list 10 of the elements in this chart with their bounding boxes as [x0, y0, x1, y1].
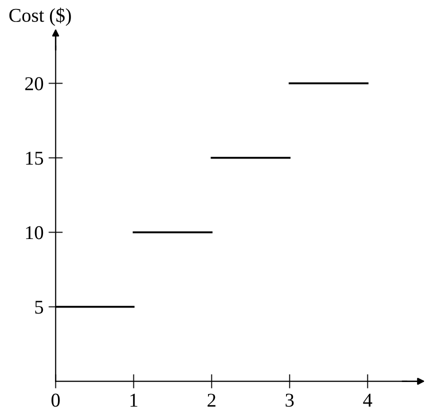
y-tick-label: 15	[26, 152, 44, 165]
y-tick-label: 10	[26, 226, 44, 240]
y-axis-title: Cost ($)	[9, 8, 71, 26]
x-tick-label: 3	[286, 394, 294, 407]
y-tick-label: 20	[25, 77, 44, 90]
x-tick-label: 4	[363, 394, 372, 407]
x-tick-label: 0	[52, 394, 60, 407]
y-tick-label: 5	[35, 300, 44, 314]
x-tick-label: 2	[208, 394, 216, 407]
x-tick-label: 1	[130, 394, 138, 407]
